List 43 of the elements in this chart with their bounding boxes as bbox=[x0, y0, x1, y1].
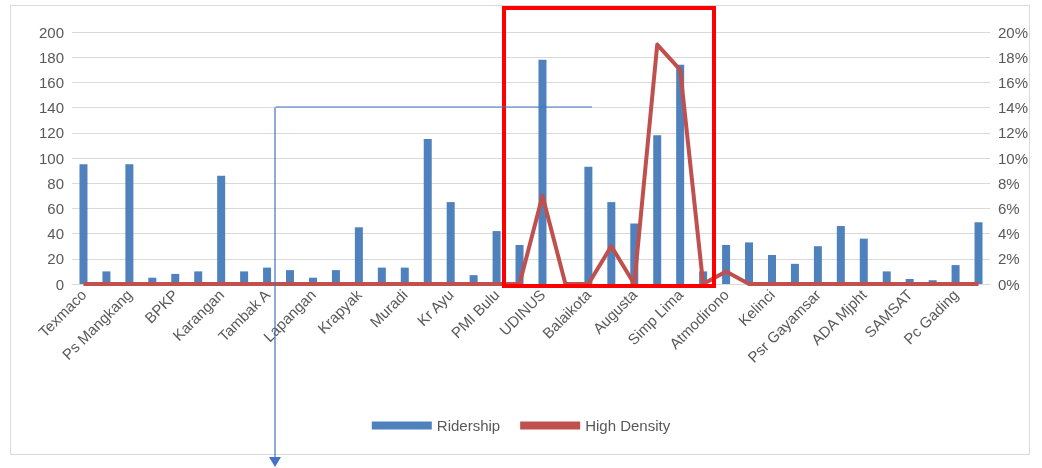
bar bbox=[859, 238, 868, 284]
y-tick-label: 0 bbox=[55, 275, 64, 293]
y-tick-label: 40 bbox=[47, 225, 64, 243]
legend-label: High Density bbox=[585, 417, 671, 434]
y2-tick-label: 0% bbox=[998, 275, 1020, 293]
y2-tick-label: 8% bbox=[998, 174, 1020, 192]
bar bbox=[836, 226, 845, 284]
y-tick-label: 200 bbox=[38, 23, 64, 41]
y-tick-label: 80 bbox=[47, 174, 64, 192]
bar bbox=[538, 59, 547, 284]
y2-tick-label: 4% bbox=[998, 225, 1020, 243]
y2-tick-label: 2% bbox=[998, 250, 1020, 268]
bar bbox=[607, 202, 616, 284]
bar bbox=[653, 135, 662, 284]
bar bbox=[492, 231, 501, 284]
y2-tick-label: 16% bbox=[998, 73, 1029, 91]
y-tick-label: 140 bbox=[38, 99, 64, 117]
y-tick-label: 160 bbox=[38, 73, 64, 91]
y-tick-label: 180 bbox=[38, 48, 64, 66]
y2-tick-label: 18% bbox=[998, 48, 1029, 66]
y2-tick-label: 20% bbox=[998, 23, 1029, 41]
line-series bbox=[81, 42, 981, 286]
bar bbox=[446, 202, 455, 284]
y2-tick-label: 12% bbox=[998, 124, 1029, 142]
y-tick-label: 100 bbox=[38, 149, 64, 167]
legend-label: Ridership bbox=[436, 417, 501, 434]
bar bbox=[79, 164, 88, 284]
y2-tick-label: 10% bbox=[998, 149, 1029, 167]
bar bbox=[745, 242, 754, 284]
bar bbox=[676, 64, 685, 284]
bar bbox=[423, 139, 432, 284]
y2-tick-label: 14% bbox=[998, 99, 1029, 117]
bar bbox=[125, 164, 134, 284]
y-tick-label: 60 bbox=[47, 199, 64, 217]
bar bbox=[813, 246, 822, 284]
y-tick-label: 20 bbox=[47, 250, 64, 268]
bar bbox=[584, 166, 593, 284]
y2-tick-label: 6% bbox=[998, 199, 1020, 217]
y-tick-label: 120 bbox=[38, 124, 64, 142]
bar bbox=[217, 175, 226, 284]
bar bbox=[354, 227, 363, 284]
bar bbox=[974, 222, 983, 284]
bar bbox=[767, 255, 776, 284]
